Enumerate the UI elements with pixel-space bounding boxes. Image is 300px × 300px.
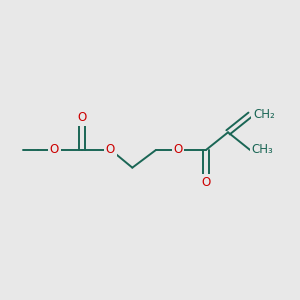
Text: O: O xyxy=(50,143,59,157)
Text: CH₂: CH₂ xyxy=(253,108,275,121)
Text: O: O xyxy=(201,176,211,189)
Text: CH₃: CH₃ xyxy=(252,143,273,157)
Text: O: O xyxy=(78,111,87,124)
Text: O: O xyxy=(106,143,115,157)
Text: O: O xyxy=(173,143,183,157)
